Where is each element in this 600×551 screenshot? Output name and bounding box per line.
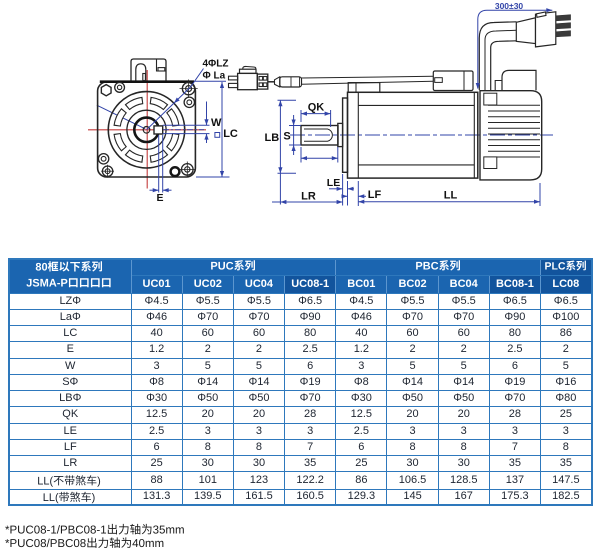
svg-text:LB: LB <box>265 132 280 144</box>
svg-text:LC: LC <box>223 128 238 140</box>
svg-text:QK: QK <box>308 102 325 114</box>
svg-text:LE: LE <box>327 177 340 189</box>
svg-text:S: S <box>283 131 290 143</box>
svg-text:4ΦLZ: 4ΦLZ <box>203 59 229 70</box>
svg-text:300±30: 300±30 <box>495 1 524 11</box>
svg-text:LL: LL <box>444 190 458 202</box>
svg-text:LR: LR <box>301 191 316 203</box>
svg-text:W: W <box>211 117 222 129</box>
svg-text:E: E <box>156 192 163 204</box>
svg-text:Φ La: Φ La <box>203 71 226 82</box>
svg-text:LF: LF <box>368 189 382 201</box>
